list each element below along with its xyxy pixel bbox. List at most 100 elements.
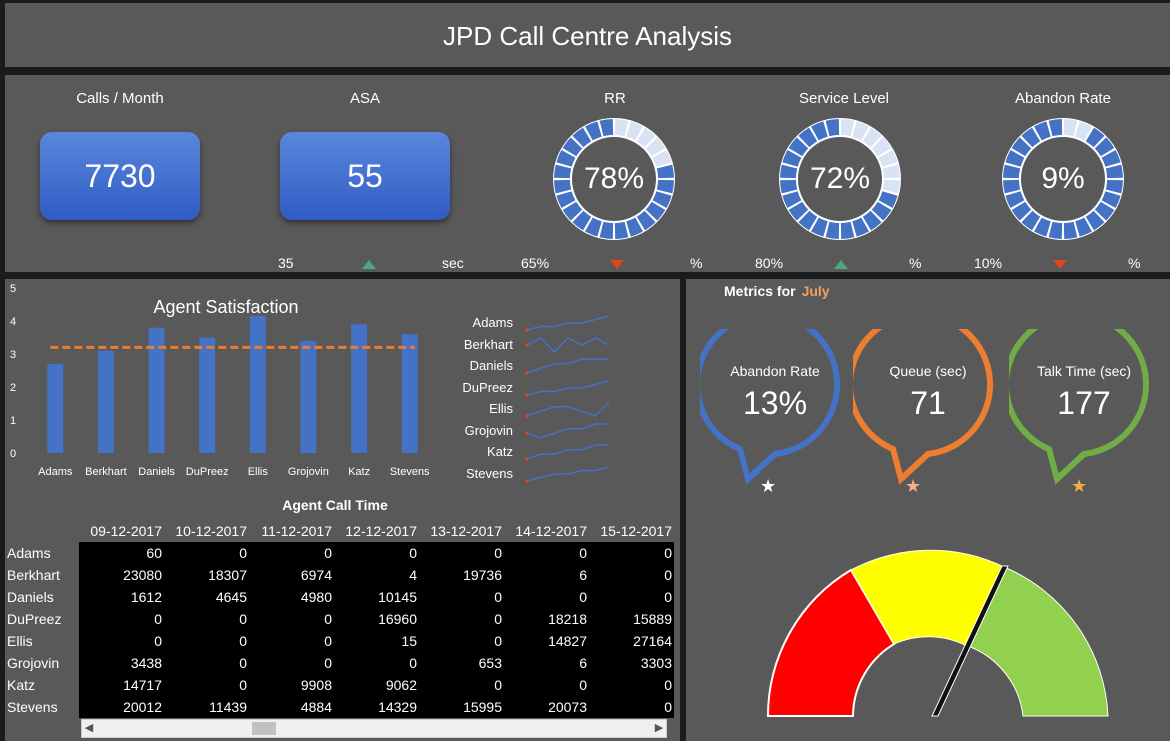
sparkline-path: [526, 465, 610, 482]
call-time-cell[interactable]: 6: [504, 652, 589, 674]
x-tick-label: Stevens: [390, 466, 430, 478]
call-time-cell[interactable]: 0: [249, 652, 334, 674]
ring-segment: [1094, 201, 1115, 221]
ring-segment: [1105, 164, 1123, 179]
service-level-unit: %: [909, 255, 922, 271]
bar-adams: [47, 363, 64, 453]
ring-segment: [614, 119, 629, 137]
call-time-cell[interactable]: 23080: [79, 564, 164, 586]
ring-segment: [1034, 121, 1051, 141]
sparkline-label: DuPreez: [462, 379, 513, 395]
call-time-cell[interactable]: 0: [419, 674, 504, 696]
rr-trend-down-icon: [610, 260, 624, 269]
bar-dupreez: [199, 337, 216, 453]
call-time-cell[interactable]: 0: [589, 674, 674, 696]
call-time-cell[interactable]: 14827: [504, 630, 589, 652]
talk-time-bubble-value: 177: [1057, 385, 1111, 421]
ring-segment: [1011, 201, 1032, 221]
performance-gauge: [766, 549, 1109, 717]
call-time-cell[interactable]: 0: [249, 630, 334, 652]
call-time-cell[interactable]: 0: [419, 586, 504, 608]
call-time-cell[interactable]: 0: [589, 542, 674, 564]
scroll-right-icon[interactable]: ▶: [654, 722, 664, 734]
abandon-rate-value: 9%: [1041, 162, 1085, 195]
call-time-cell[interactable]: 0: [79, 630, 164, 652]
horizontal-scrollbar[interactable]: ◀ ▶: [81, 719, 667, 738]
call-time-cell[interactable]: 0: [79, 608, 164, 630]
call-time-cell[interactable]: 0: [164, 674, 249, 696]
call-time-cell[interactable]: 16960: [334, 608, 419, 630]
call-time-cell[interactable]: 11439: [164, 696, 249, 718]
call-time-cell[interactable]: 14329: [334, 696, 419, 718]
call-time-cell[interactable]: 4: [334, 564, 419, 586]
call-time-cell[interactable]: 0: [249, 608, 334, 630]
call-time-cell[interactable]: 9908: [249, 674, 334, 696]
call-time-cell[interactable]: 9062: [334, 674, 419, 696]
call-time-cell[interactable]: 0: [164, 652, 249, 674]
ring-segment: [636, 210, 656, 231]
kpi-row: Calls / Month 7730 ASA 55 RR 78% Service…: [5, 75, 1170, 272]
call-time-cell[interactable]: 6974: [249, 564, 334, 586]
call-time-cell[interactable]: 0: [419, 542, 504, 564]
call-time-cell[interactable]: 3303: [589, 652, 674, 674]
call-time-cell[interactable]: 15: [334, 630, 419, 652]
agent-name-cell: Adams: [7, 545, 51, 561]
call-time-cell[interactable]: 0: [589, 586, 674, 608]
call-time-cell[interactable]: 0: [504, 542, 589, 564]
x-tick-label: Katz: [348, 466, 370, 478]
call-time-cell[interactable]: 3438: [79, 652, 164, 674]
agent-name-cell: DuPreez: [7, 611, 62, 627]
ring-segment: [636, 127, 656, 148]
call-time-cell[interactable]: 20012: [79, 696, 164, 718]
call-time-cell[interactable]: 653: [419, 652, 504, 674]
call-time-cell[interactable]: 0: [164, 630, 249, 652]
agent-name-cell: Grojovin: [7, 655, 60, 671]
call-time-cell[interactable]: 4884: [249, 696, 334, 718]
ring-segment: [645, 201, 666, 221]
ring-segment: [652, 191, 672, 208]
ring-segment: [562, 137, 583, 157]
call-time-cell[interactable]: 6: [504, 564, 589, 586]
call-time-cell[interactable]: 0: [589, 564, 674, 586]
call-time-cell[interactable]: 4980: [249, 586, 334, 608]
call-time-cell[interactable]: 1612: [79, 586, 164, 608]
call-time-cell[interactable]: 0: [334, 652, 419, 674]
call-time-cell[interactable]: 0: [504, 674, 589, 696]
call-time-cell[interactable]: 0: [334, 542, 419, 564]
call-time-cell[interactable]: 27164: [589, 630, 674, 652]
call-time-cell[interactable]: 0: [249, 542, 334, 564]
call-time-cell[interactable]: 0: [589, 696, 674, 718]
call-time-cell[interactable]: 15889: [589, 608, 674, 630]
ring-segment: [1075, 121, 1092, 141]
call-time-cell[interactable]: 0: [419, 630, 504, 652]
call-time-cell[interactable]: 0: [164, 542, 249, 564]
service-level-trend-up-icon: [834, 260, 848, 269]
orange-star-icon: ★: [905, 476, 922, 496]
call-time-cell[interactable]: 20073: [504, 696, 589, 718]
scroll-thumb[interactable]: [252, 722, 276, 735]
sparkline-start-point: [525, 371, 529, 375]
ring-segment: [882, 179, 900, 194]
call-time-cell[interactable]: 18307: [164, 564, 249, 586]
call-time-cell[interactable]: 0: [419, 608, 504, 630]
call-time-cell[interactable]: 15995: [419, 696, 504, 718]
rr-unit: %: [690, 255, 703, 271]
call-time-cell[interactable]: 10145: [334, 586, 419, 608]
call-time-cell[interactable]: 60: [79, 542, 164, 564]
title-bar: JPD Call Centre Analysis: [5, 3, 1170, 67]
ring-segment: [788, 201, 809, 221]
gauge-red-zone: [766, 568, 896, 717]
ring-inner: [1019, 135, 1107, 223]
ring-segment: [782, 191, 802, 208]
scroll-left-icon[interactable]: ◀: [84, 722, 94, 734]
call-time-cell[interactable]: 0: [164, 608, 249, 630]
ring-segment: [554, 164, 572, 179]
queue-bubble-label: Queue (sec): [889, 363, 967, 379]
call-time-cell[interactable]: 0: [504, 586, 589, 608]
call-time-cell[interactable]: 4645: [164, 586, 249, 608]
asa-target: 35: [278, 255, 294, 271]
call-time-cell[interactable]: 19736: [419, 564, 504, 586]
ring-segment: [1021, 127, 1041, 148]
call-time-cell[interactable]: 18218: [504, 608, 589, 630]
call-time-cell[interactable]: 14717: [79, 674, 164, 696]
